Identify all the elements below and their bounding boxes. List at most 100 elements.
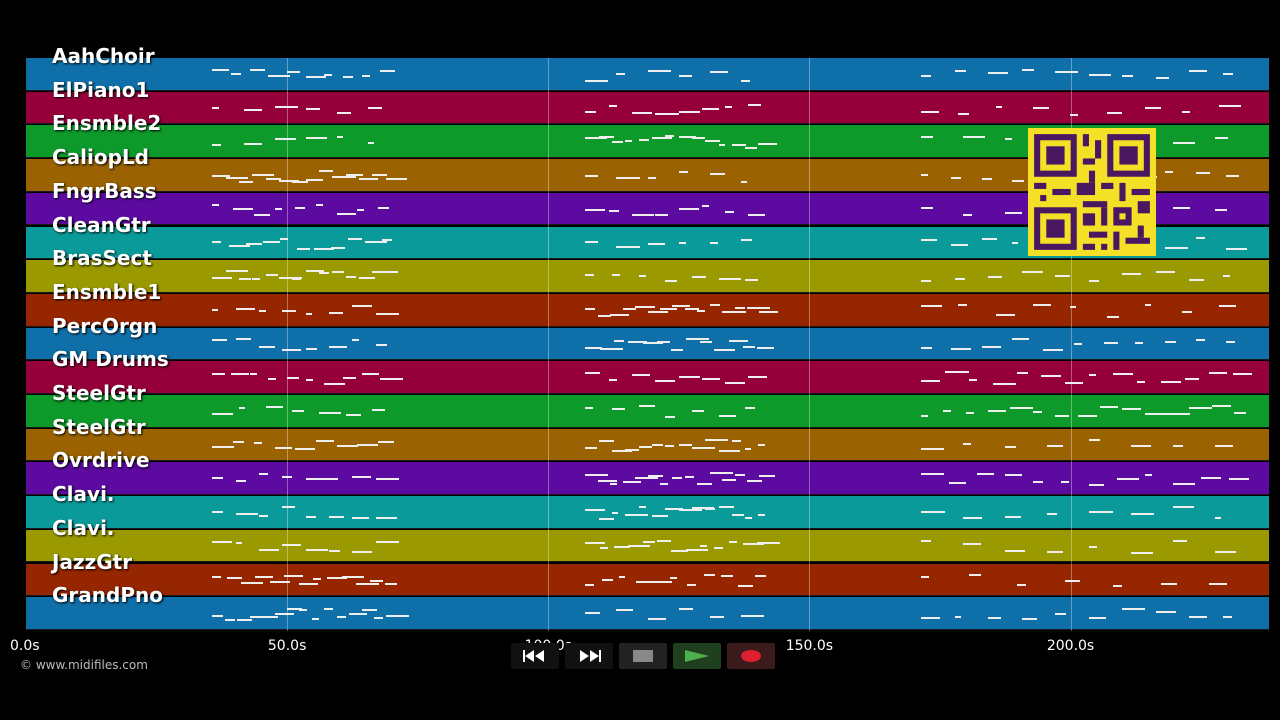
note-mark xyxy=(685,549,709,552)
note-mark xyxy=(386,615,410,618)
note-mark xyxy=(212,106,220,109)
note-mark xyxy=(295,447,316,450)
note-mark xyxy=(282,543,301,546)
track-lane xyxy=(26,327,1269,361)
note-mark xyxy=(954,69,967,72)
note-mark xyxy=(678,242,686,245)
note-mark xyxy=(610,482,618,485)
stop-button[interactable] xyxy=(619,643,667,669)
note-mark xyxy=(1032,480,1044,483)
note-mark xyxy=(638,506,646,509)
rewind-button[interactable] xyxy=(511,643,559,669)
note-mark xyxy=(367,141,375,144)
note-mark xyxy=(678,74,693,77)
note-mark xyxy=(962,516,982,519)
record-button[interactable] xyxy=(727,643,775,669)
note-mark xyxy=(725,105,732,108)
note-mark xyxy=(305,75,326,78)
note-mark xyxy=(585,584,594,587)
note-mark xyxy=(647,177,657,180)
note-mark xyxy=(341,575,364,578)
note-mark xyxy=(714,349,736,352)
note-mark xyxy=(1223,274,1231,277)
note-mark xyxy=(754,574,766,577)
note-mark xyxy=(336,444,359,447)
note-mark xyxy=(1070,306,1077,309)
note-mark xyxy=(324,608,333,611)
note-mark xyxy=(585,274,594,277)
note-mark xyxy=(748,104,761,107)
note-mark xyxy=(259,548,279,551)
note-mark xyxy=(1189,279,1204,282)
gridline xyxy=(548,58,550,631)
note-mark xyxy=(235,479,247,482)
note-mark xyxy=(585,346,602,349)
note-mark xyxy=(305,313,312,316)
gridline xyxy=(1070,58,1072,631)
note-mark xyxy=(598,517,614,520)
note-mark xyxy=(263,241,281,244)
note-mark xyxy=(268,75,291,78)
note-mark xyxy=(635,305,656,308)
note-mark xyxy=(665,416,676,419)
note-mark xyxy=(212,309,219,312)
note-mark xyxy=(731,440,742,443)
note-mark xyxy=(968,378,977,381)
track-name: Ovrdrive xyxy=(52,448,150,473)
note-mark xyxy=(943,410,951,413)
note-mark xyxy=(324,382,346,385)
note-mark xyxy=(611,449,632,452)
note-mark xyxy=(920,510,945,513)
note-mark xyxy=(608,378,617,381)
note-mark xyxy=(951,244,969,247)
fast-forward-button[interactable] xyxy=(565,643,613,669)
note-mark xyxy=(292,410,304,413)
note-mark xyxy=(616,176,641,179)
note-mark xyxy=(1211,405,1232,408)
note-mark xyxy=(225,177,249,180)
note-mark xyxy=(608,210,619,213)
track-lane xyxy=(26,395,1269,428)
note-mark xyxy=(701,378,720,381)
note-mark xyxy=(585,473,608,476)
note-mark xyxy=(657,539,671,542)
note-mark xyxy=(1122,408,1142,411)
note-mark xyxy=(958,113,970,116)
tick-label: 150.0s xyxy=(785,638,834,654)
note-mark xyxy=(384,583,398,586)
note-mark xyxy=(691,409,705,412)
track-name: GrandPno xyxy=(52,583,163,608)
note-mark xyxy=(920,173,928,176)
note-mark xyxy=(705,140,720,143)
note-mark xyxy=(1088,439,1100,442)
note-mark xyxy=(361,373,379,376)
note-mark xyxy=(1223,615,1233,618)
note-mark xyxy=(995,106,1002,108)
track-name: Clavi. xyxy=(52,515,115,540)
note-mark xyxy=(655,214,669,217)
play-button[interactable] xyxy=(673,643,721,669)
note-mark xyxy=(718,506,734,509)
note-mark xyxy=(1136,381,1145,384)
note-mark xyxy=(1122,608,1145,611)
note-mark xyxy=(352,517,369,520)
note-mark xyxy=(352,475,372,478)
track-lane xyxy=(26,361,1269,394)
note-mark xyxy=(718,144,725,147)
note-mark xyxy=(316,440,335,443)
note-mark xyxy=(305,378,314,381)
note-mark xyxy=(1160,582,1178,585)
note-mark xyxy=(327,576,348,579)
note-mark xyxy=(305,137,327,140)
note-mark xyxy=(352,550,372,553)
note-mark xyxy=(920,279,932,282)
note-mark xyxy=(1172,540,1187,543)
note-mark xyxy=(655,112,679,115)
note-mark xyxy=(920,414,929,417)
play-icon xyxy=(685,650,709,662)
note-mark xyxy=(1088,545,1097,548)
note-mark xyxy=(585,611,600,614)
note-mark xyxy=(728,540,737,543)
note-mark xyxy=(920,136,934,139)
note-mark xyxy=(745,406,756,409)
